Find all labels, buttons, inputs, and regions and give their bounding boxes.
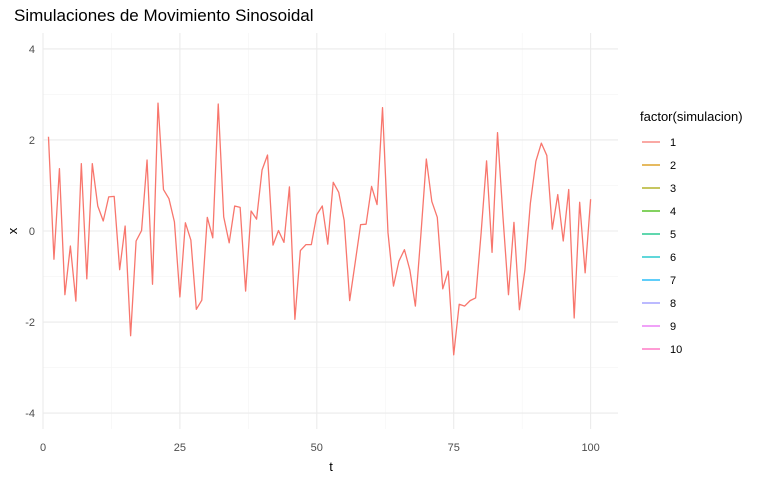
legend-label-9: 9 — [670, 321, 676, 333]
x-axis-title: t — [329, 459, 333, 474]
series-layer — [47, 102, 592, 356]
x-tick-label: 0 — [40, 442, 46, 454]
legend-label-3: 3 — [670, 183, 676, 195]
legend: factor(simulacion) 1 2 3 4 5 6 7 8 9 10 — [640, 109, 743, 356]
legend-label-8: 8 — [670, 298, 676, 310]
y-axis: -4 -2 0 2 4 — [25, 44, 35, 420]
legend-label-4: 4 — [670, 206, 676, 218]
series-line-1 — [47, 102, 592, 356]
x-tick-label: 75 — [448, 442, 460, 454]
legend-title: factor(simulacion) — [640, 109, 743, 124]
x-axis: 0 25 50 75 100 — [40, 442, 600, 454]
x-tick-label: 50 — [311, 442, 323, 454]
x-tick-label: 100 — [581, 442, 599, 454]
legend-label-1: 1 — [670, 137, 676, 149]
grid — [42, 33, 618, 429]
y-tick-label: 4 — [29, 44, 35, 56]
chart-title: Simulaciones de Movimiento Sinosoidal — [14, 6, 314, 25]
legend-label-2: 2 — [670, 160, 676, 172]
legend-label-6: 6 — [670, 252, 676, 264]
legend-label-5: 5 — [670, 229, 676, 241]
y-tick-label: 0 — [29, 226, 35, 238]
legend-label-7: 7 — [670, 275, 676, 287]
y-tick-label: -4 — [25, 408, 35, 420]
x-tick-label: 25 — [174, 442, 186, 454]
y-axis-title: x — [5, 227, 20, 234]
legend-label-10: 10 — [670, 344, 682, 356]
y-tick-label: 2 — [29, 135, 35, 147]
y-tick-label: -2 — [25, 317, 35, 329]
